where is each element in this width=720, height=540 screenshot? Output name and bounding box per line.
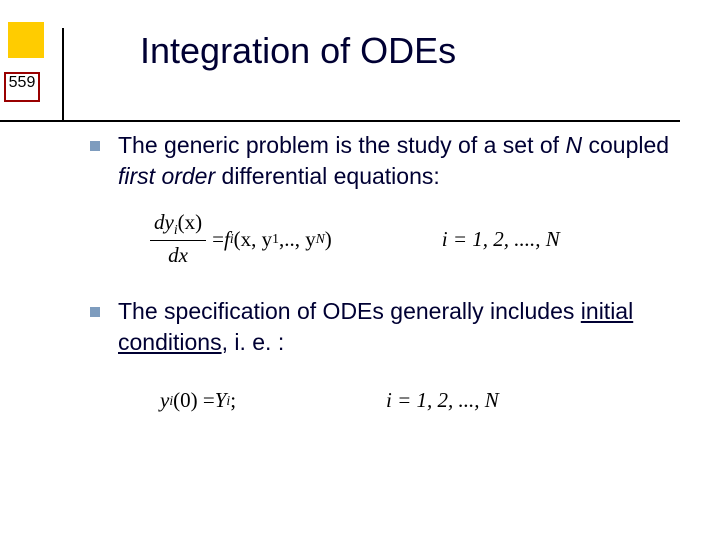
equation-1-lhs: dyi(x) dx = fi(x, y1,.., yN): [150, 210, 332, 268]
text-segment: ,.., y: [279, 227, 316, 252]
subscript: 1: [272, 231, 279, 247]
text-segment: coupled: [582, 132, 669, 158]
text-segment: The specification of ODEs generally incl…: [118, 298, 581, 324]
content-area: The generic problem is the study of a se…: [90, 130, 680, 413]
equation-2-lhs: yi(0) = Yi;: [160, 388, 236, 413]
equation-1: dyi(x) dx = fi(x, y1,.., yN) i = 1, 2, .…: [150, 210, 680, 268]
fraction: dyi(x) dx: [150, 210, 206, 268]
subscript: N: [316, 231, 325, 247]
text-segment: (0) =: [173, 388, 215, 413]
bullet-text-2: The specification of ODEs generally incl…: [118, 296, 680, 358]
text-segment: (x, y: [234, 227, 273, 252]
text-segment: i = 1, 2, ...., N: [442, 227, 560, 252]
page-number: 559: [4, 74, 40, 92]
horizontal-rule: [0, 120, 680, 122]
vertical-rule: [62, 28, 64, 122]
bullet-item-2: The specification of ODEs generally incl…: [90, 296, 680, 358]
text-segment: ;: [230, 388, 236, 413]
text-segment: ): [325, 227, 332, 252]
equation-2: yi(0) = Yi; i = 1, 2, ..., N: [160, 388, 680, 413]
equation-1-index: i = 1, 2, ...., N: [442, 227, 560, 252]
text-segment: differential equations:: [215, 163, 440, 189]
bullet-text-1: The generic problem is the study of a se…: [118, 130, 680, 192]
bullet-marker-icon: [90, 141, 100, 151]
yellow-box: [8, 22, 44, 58]
text-segment: (x): [178, 210, 203, 234]
text-segment: i = 1, 2, ..., N: [386, 388, 499, 413]
text-italic: N: [565, 132, 582, 158]
text-segment: dy: [154, 210, 174, 234]
numerator: dyi(x): [150, 210, 206, 241]
bullet-item-1: The generic problem is the study of a se…: [90, 130, 680, 192]
text-segment: , i. e. :: [222, 329, 285, 355]
slide-title: Integration of ODEs: [140, 30, 456, 72]
denominator: dx: [164, 241, 192, 268]
text-segment: y: [160, 388, 169, 413]
text-segment: Y: [215, 388, 227, 413]
bullet-marker-icon: [90, 307, 100, 317]
text-italic: first order: [118, 163, 215, 189]
equation-2-index: i = 1, 2, ..., N: [386, 388, 499, 413]
text-segment: The generic problem is the study of a se…: [118, 132, 565, 158]
equals: =: [212, 227, 224, 252]
